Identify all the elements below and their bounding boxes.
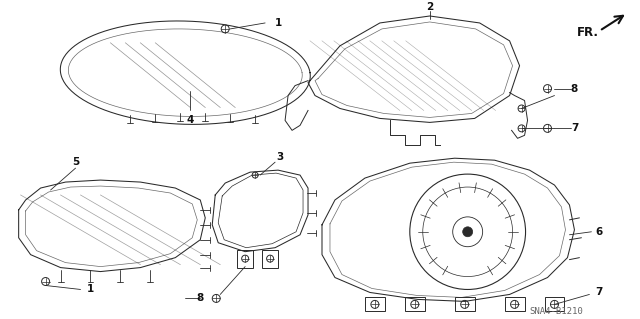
Text: 8: 8 <box>571 84 578 93</box>
Bar <box>504 297 525 311</box>
Text: 7: 7 <box>571 123 578 133</box>
Text: FR.: FR. <box>577 26 598 40</box>
Text: 6: 6 <box>596 227 603 237</box>
Text: 7: 7 <box>596 287 603 297</box>
Circle shape <box>463 227 473 237</box>
Text: 1: 1 <box>87 285 94 294</box>
Bar <box>237 250 253 268</box>
Bar <box>405 297 425 311</box>
Bar <box>545 297 564 311</box>
Bar <box>262 250 278 268</box>
Bar <box>454 297 475 311</box>
Text: 5: 5 <box>72 157 79 167</box>
Text: 3: 3 <box>276 152 284 162</box>
Bar <box>365 297 385 311</box>
Text: 2: 2 <box>426 2 433 12</box>
Text: 1: 1 <box>275 18 282 28</box>
Text: SNA4-B1210: SNA4-B1210 <box>529 307 583 316</box>
Text: 4: 4 <box>187 115 194 125</box>
Text: 8: 8 <box>196 293 204 303</box>
